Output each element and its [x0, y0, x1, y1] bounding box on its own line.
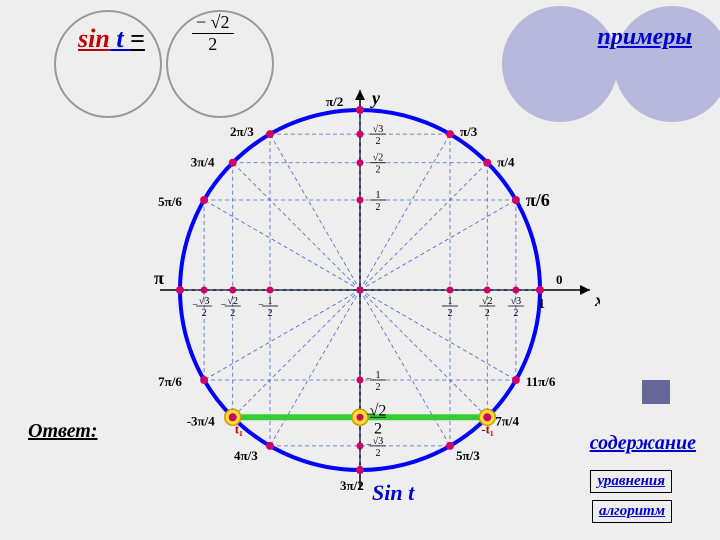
- svg-text:-t₁: -t₁: [481, 421, 494, 436]
- svg-text:3π/4: 3π/4: [191, 155, 215, 170]
- content-link[interactable]: содержание: [590, 432, 696, 455]
- svg-text:-3π/4: -3π/4: [187, 413, 216, 428]
- answer-label: Ответ:: [28, 420, 98, 443]
- svg-text:√3: √3: [373, 436, 384, 447]
- equation-value: − √2 2: [192, 12, 234, 55]
- unit-circle-diagram: х у π/2 π/3 π/4 π/6 0 2π/3 3π/4 5π/6 π 7π/6 -3π/4 4π/…: [130, 60, 600, 530]
- svg-text:4π/3: 4π/3: [234, 448, 258, 463]
- svg-text:2: 2: [376, 136, 381, 147]
- svg-text:2: 2: [448, 308, 453, 319]
- svg-text:π/6: π/6: [526, 190, 550, 210]
- svg-text:√3: √3: [199, 296, 210, 307]
- svg-text:х: х: [594, 290, 600, 310]
- svg-text:π: π: [154, 268, 164, 288]
- svg-text:7π/4: 7π/4: [495, 413, 519, 428]
- svg-text:1: 1: [538, 297, 545, 312]
- svg-text:2: 2: [374, 420, 382, 437]
- svg-text:2: 2: [376, 202, 381, 213]
- svg-text:π/4: π/4: [497, 155, 515, 170]
- svg-text:−: −: [192, 300, 198, 311]
- svg-text:5π/3: 5π/3: [456, 448, 480, 463]
- svg-text:π/3: π/3: [460, 124, 478, 139]
- svg-text:t₁: t₁: [235, 421, 243, 436]
- svg-text:11π/6: 11π/6: [526, 374, 556, 389]
- svg-text:√2: √2: [227, 296, 238, 307]
- home-icon[interactable]: [642, 380, 670, 404]
- svg-text:−: −: [366, 374, 372, 385]
- svg-text:1: 1: [268, 296, 273, 307]
- svg-text:√3: √3: [373, 124, 384, 135]
- svg-text:−: −: [258, 300, 264, 311]
- svg-text:−: −: [221, 300, 227, 311]
- svg-text:2: 2: [485, 308, 490, 319]
- svg-text:√3: √3: [511, 296, 522, 307]
- equation-text: sin t =: [78, 24, 145, 54]
- svg-text:у: у: [370, 88, 381, 108]
- svg-text:√2: √2: [373, 153, 384, 164]
- svg-text:1: 1: [376, 370, 381, 381]
- svg-text:2π/3: 2π/3: [230, 124, 254, 139]
- svg-text:1: 1: [376, 190, 381, 201]
- svg-text:3π/2: 3π/2: [340, 478, 364, 493]
- svg-text:0: 0: [556, 272, 563, 287]
- svg-text:√2: √2: [482, 296, 493, 307]
- svg-text:1: 1: [448, 296, 453, 307]
- svg-text:2: 2: [376, 448, 381, 459]
- svg-text:2: 2: [268, 308, 273, 319]
- svg-text:√2: √2: [370, 402, 387, 419]
- algorithm-link[interactable]: алгоритм: [592, 500, 672, 523]
- examples-link[interactable]: примеры: [598, 24, 692, 51]
- equations-link[interactable]: уравнения: [590, 470, 672, 493]
- svg-text:−: −: [366, 440, 372, 451]
- svg-text:2: 2: [376, 165, 381, 176]
- svg-text:2: 2: [376, 382, 381, 393]
- svg-text:2: 2: [513, 308, 518, 319]
- svg-text:2: 2: [230, 308, 235, 319]
- svg-text:5π/6: 5π/6: [158, 194, 182, 209]
- svg-text:Sin t: Sin t: [372, 480, 415, 505]
- svg-text:π/2: π/2: [326, 94, 343, 109]
- svg-text:7π/6: 7π/6: [158, 374, 182, 389]
- svg-text:2: 2: [202, 308, 207, 319]
